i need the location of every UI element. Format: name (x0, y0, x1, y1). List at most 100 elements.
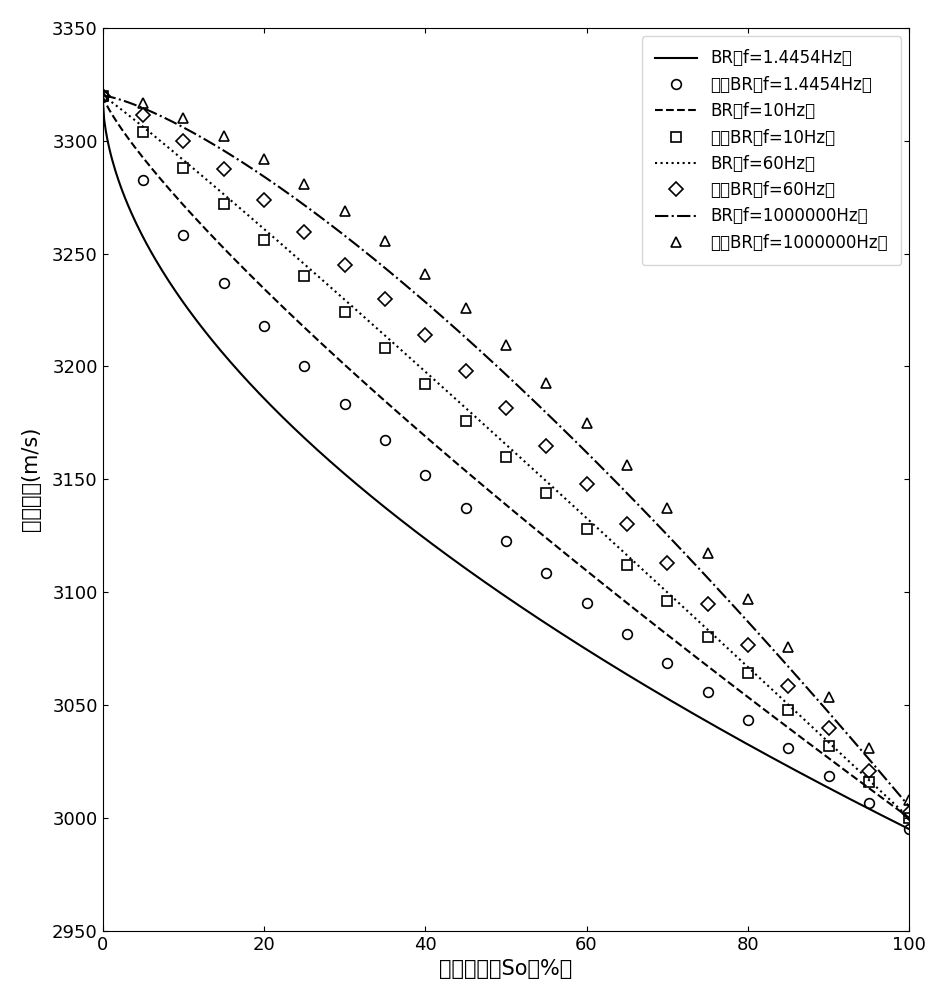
改进BR（f=10Hz） (298, 270, 310, 282)
改进BR（f=1000000Hz） (864, 742, 875, 754)
改进BR（f=1.4454Hz） (137, 174, 149, 186)
改进BR（f=60Hz） (702, 598, 713, 610)
改进BR（f=1000000Hz） (581, 417, 592, 429)
改进BR（f=10Hz） (500, 451, 511, 463)
改进BR（f=10Hz） (541, 487, 552, 499)
改进BR（f=10Hz） (460, 415, 472, 427)
改进BR（f=1000000Hz） (97, 90, 108, 102)
BR（f=60Hz） (97, 90, 108, 102)
改进BR（f=1.4454Hz） (621, 628, 633, 640)
改进BR（f=1.4454Hz） (903, 823, 915, 835)
改进BR（f=1.4454Hz） (541, 567, 552, 579)
BR（f=60Hz） (758, 676, 769, 688)
BR（f=10Hz） (533, 526, 545, 538)
改进BR（f=1000000Hz） (621, 459, 633, 471)
BR（f=60Hz） (485, 424, 496, 436)
Line: 改进BR（f=1.4454Hz）: 改进BR（f=1.4454Hz） (98, 91, 914, 834)
改进BR（f=1000000Hz） (137, 97, 149, 109)
改进BR（f=10Hz） (621, 559, 633, 571)
BR（f=10Hz） (903, 812, 915, 824)
改进BR（f=1000000Hz） (782, 641, 794, 653)
BR（f=1.4454Hz） (884, 813, 896, 825)
BR（f=1000000Hz） (884, 778, 896, 790)
改进BR（f=1000000Hz） (742, 593, 754, 605)
BR（f=1.4454Hz） (577, 641, 588, 653)
改进BR（f=1000000Hz） (823, 691, 834, 703)
改进BR（f=10Hz） (137, 126, 149, 138)
改进BR（f=1.4454Hz） (823, 770, 834, 782)
BR（f=1000000Hz） (97, 90, 108, 102)
BR（f=10Hz） (480, 482, 491, 494)
Legend: BR（f=1.4454Hz）, 改进BR（f=1.4454Hz）, BR（f=10Hz）, 改进BR（f=10Hz）, BR（f=60Hz）, 改进BR（f=6: BR（f=1.4454Hz）, 改进BR（f=1.4454Hz）, BR（f=1… (642, 36, 901, 265)
改进BR（f=1.4454Hz） (339, 398, 350, 410)
改进BR（f=10Hz） (782, 704, 794, 716)
BR（f=1000000Hz） (758, 633, 769, 645)
BR（f=10Hz） (577, 562, 588, 574)
改进BR（f=60Hz） (621, 518, 633, 530)
X-axis label: 含油饱和度So（%）: 含油饱和度So（%） (439, 959, 573, 979)
改进BR（f=10Hz） (420, 378, 431, 390)
BR（f=1000000Hz） (533, 400, 545, 412)
Y-axis label: 纵波速度(m/s): 纵波速度(m/s) (21, 427, 41, 531)
BR（f=10Hz） (884, 798, 896, 810)
BR（f=60Hz） (480, 420, 491, 432)
BR（f=1000000Hz） (577, 442, 588, 454)
改进BR（f=60Hz） (903, 807, 915, 819)
改进BR（f=60Hz） (97, 90, 108, 102)
改进BR（f=10Hz） (259, 234, 270, 246)
改进BR（f=1.4454Hz） (702, 686, 713, 698)
BR（f=1000000Hz） (485, 354, 496, 366)
改进BR（f=60Hz） (339, 259, 350, 271)
改进BR（f=1.4454Hz） (379, 434, 390, 446)
BR（f=1000000Hz） (903, 801, 915, 813)
改进BR（f=60Hz） (460, 365, 472, 377)
改进BR（f=1000000Hz） (460, 302, 472, 314)
改进BR（f=10Hz） (903, 812, 915, 824)
改进BR（f=1000000Hz） (702, 547, 713, 559)
Line: BR（f=60Hz）: BR（f=60Hz） (102, 96, 909, 818)
改进BR（f=1000000Hz） (541, 377, 552, 389)
改进BR（f=1000000Hz） (259, 153, 270, 165)
改进BR（f=10Hz） (339, 306, 350, 318)
改进BR（f=60Hz） (742, 639, 754, 651)
改进BR（f=10Hz） (177, 162, 188, 174)
改进BR（f=1.4454Hz） (581, 597, 592, 609)
改进BR（f=60Hz） (782, 680, 794, 692)
Line: 改进BR（f=10Hz）: 改进BR（f=10Hz） (98, 91, 914, 823)
改进BR（f=1000000Hz） (339, 205, 350, 217)
改进BR（f=10Hz） (864, 776, 875, 788)
BR（f=1.4454Hz） (480, 577, 491, 589)
Line: BR（f=1000000Hz）: BR（f=1000000Hz） (102, 96, 909, 807)
改进BR（f=1.4454Hz） (97, 90, 108, 102)
改进BR（f=60Hz） (177, 135, 188, 147)
BR（f=60Hz） (903, 812, 915, 824)
Line: 改进BR（f=60Hz）: 改进BR（f=60Hz） (98, 91, 914, 818)
改进BR（f=60Hz） (864, 765, 875, 777)
Line: BR（f=10Hz）: BR（f=10Hz） (102, 96, 909, 818)
改进BR（f=10Hz） (823, 740, 834, 752)
改进BR（f=1.4454Hz） (298, 360, 310, 372)
改进BR（f=60Hz） (259, 194, 270, 206)
改进BR（f=1.4454Hz） (177, 229, 188, 241)
改进BR（f=1.4454Hz） (500, 535, 511, 547)
改进BR（f=60Hz） (500, 402, 511, 414)
改进BR（f=10Hz） (218, 198, 229, 210)
改进BR（f=1.4454Hz） (782, 742, 794, 754)
Line: BR（f=1.4454Hz）: BR（f=1.4454Hz） (102, 96, 909, 829)
改进BR（f=60Hz） (298, 226, 310, 238)
改进BR（f=1000000Hz） (500, 339, 511, 351)
改进BR（f=60Hz） (218, 163, 229, 175)
BR（f=1000000Hz） (480, 350, 491, 362)
改进BR（f=1.4454Hz） (662, 657, 673, 669)
改进BR（f=10Hz） (97, 90, 108, 102)
改进BR（f=1.4454Hz） (460, 502, 472, 514)
改进BR（f=60Hz） (662, 557, 673, 569)
改进BR（f=1000000Hz） (662, 502, 673, 514)
BR（f=1.4454Hz） (903, 823, 915, 835)
改进BR（f=1000000Hz） (298, 178, 310, 190)
改进BR（f=60Hz） (420, 329, 431, 341)
BR（f=60Hz） (884, 794, 896, 806)
改进BR（f=10Hz） (662, 595, 673, 607)
改进BR（f=60Hz） (581, 478, 592, 490)
改进BR（f=1000000Hz） (903, 794, 915, 806)
